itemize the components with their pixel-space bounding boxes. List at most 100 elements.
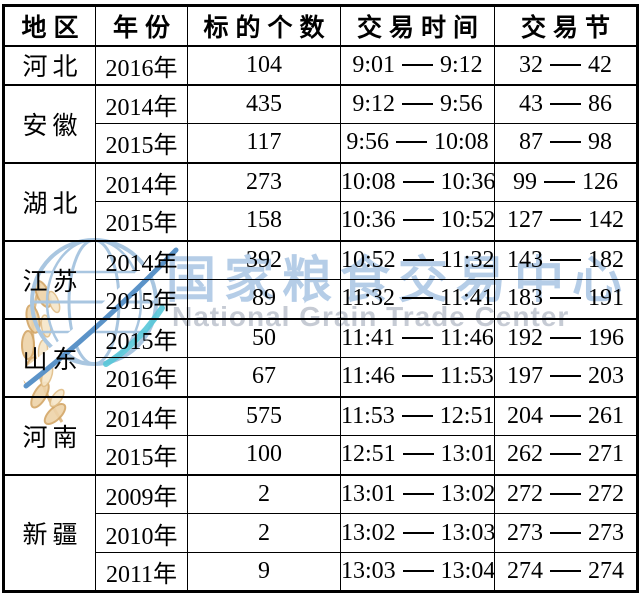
time-range-cell: 10:08 10:36 bbox=[340, 161, 495, 202]
session-range-cell: 272 272 bbox=[494, 473, 638, 514]
range-dash bbox=[402, 297, 433, 300]
region-cell: 湖北 bbox=[3, 161, 96, 241]
year-cell: 2015年 bbox=[95, 317, 188, 358]
range-dash bbox=[550, 453, 581, 456]
count-cell: 2 bbox=[187, 473, 341, 514]
table-row: 2015年 158 10:36 10:52 127 142 bbox=[4, 201, 638, 241]
range-dash bbox=[402, 219, 434, 222]
session-range-cell-from: 272 bbox=[507, 480, 543, 507]
session-range-cell: 204 261 bbox=[494, 395, 638, 436]
session-range-cell-from: 127 bbox=[507, 207, 543, 234]
session-range-cell-from: 274 bbox=[507, 558, 543, 584]
table-body: 河北 2016年 104 9:01 9:12 32 42 安徽 2014年 435 9:12 9:56… bbox=[3, 44, 638, 592]
time-range-cell-from: 9:01 bbox=[352, 51, 395, 78]
session-range-cell-to: 42 bbox=[588, 51, 612, 78]
table-row: 2011年 9 13:03 13:04 274 274 bbox=[4, 552, 638, 592]
table-row: 2015年 100 12:51 13:01 262 271 bbox=[4, 435, 638, 475]
session-range-cell: 183 191 bbox=[494, 279, 638, 319]
session-range-cell: 87 98 bbox=[494, 123, 638, 163]
time-range-cell-to: 13:02 bbox=[440, 480, 495, 507]
count-cell: 9 bbox=[187, 552, 341, 592]
time-range-cell-from: 13:01 bbox=[341, 480, 396, 507]
range-dash bbox=[550, 141, 581, 144]
time-range-cell: 11:32 11:41 bbox=[340, 279, 495, 319]
session-range-cell-from: 32 bbox=[519, 51, 543, 78]
column-header-3: 交易时间 bbox=[340, 5, 495, 47]
time-range-cell-from: 11:41 bbox=[341, 324, 396, 351]
session-range-cell: 262 271 bbox=[494, 435, 638, 475]
session-range-cell-to: 261 bbox=[588, 402, 624, 429]
table-header: 地区 年份 标的个数 交易时间 交易节 bbox=[3, 5, 638, 47]
time-range-cell-from: 10:52 bbox=[341, 246, 396, 273]
table-row: 2010年 2 13:02 13:03 273 273 bbox=[4, 513, 638, 553]
time-range-cell-to: 12:51 bbox=[439, 402, 495, 429]
column-header-2: 标的个数 bbox=[187, 5, 341, 47]
range-dash bbox=[402, 531, 434, 534]
session-range-cell-from: 197 bbox=[507, 363, 543, 390]
range-dash bbox=[550, 531, 581, 534]
time-range-cell-to: 11:46 bbox=[440, 324, 494, 351]
time-range-cell: 9:56 10:08 bbox=[340, 123, 495, 163]
range-dash bbox=[550, 375, 581, 378]
time-range-cell-to: 10:36 bbox=[440, 168, 495, 195]
time-range-cell-to: 10:52 bbox=[440, 207, 495, 234]
count-cell: 273 bbox=[187, 161, 341, 202]
session-range-cell-to: 142 bbox=[588, 207, 624, 234]
time-range-cell: 9:01 9:12 bbox=[340, 44, 495, 85]
session-range-cell-to: 86 bbox=[588, 90, 612, 117]
time-range-cell: 10:36 10:52 bbox=[340, 201, 495, 241]
time-range-cell: 11:46 11:53 bbox=[340, 357, 495, 397]
range-dash bbox=[550, 570, 581, 572]
session-range-cell: 43 86 bbox=[494, 83, 638, 124]
session-range-cell-to: 182 bbox=[588, 246, 624, 273]
session-range-cell: 274 274 bbox=[494, 552, 638, 592]
time-range-cell: 13:02 13:03 bbox=[340, 513, 495, 553]
table-row: 湖北 2014年 273 10:08 10:36 99 126 bbox=[3, 161, 638, 241]
time-range-cell-to: 13:04 bbox=[440, 558, 495, 584]
region-cell: 山东 bbox=[3, 317, 96, 397]
session-range-cell-from: 273 bbox=[507, 519, 543, 546]
region-cell: 河南 bbox=[3, 395, 96, 475]
header-row: 地区 年份 标的个数 交易时间 交易节 bbox=[3, 5, 638, 47]
session-range-cell-from: 183 bbox=[507, 285, 543, 312]
session-range-cell-to: 273 bbox=[588, 519, 624, 546]
session-range-cell-from: 192 bbox=[507, 324, 543, 351]
year-cell: 2010年 bbox=[95, 513, 188, 553]
table-row: 2015年 89 11:32 11:41 183 191 bbox=[4, 279, 638, 319]
session-range-cell-from: 99 bbox=[513, 168, 537, 195]
table-row: 河北 2016年 104 9:01 9:12 32 42 bbox=[3, 44, 638, 85]
session-range-cell-from: 43 bbox=[519, 90, 543, 117]
grain-auction-table: 地区 年份 标的个数 交易时间 交易节 河北 2016年 104 9:01 9:12 32 42 安徽… bbox=[2, 4, 639, 593]
range-dash bbox=[402, 570, 434, 572]
session-range-cell-to: 98 bbox=[588, 129, 612, 156]
count-cell: 104 bbox=[187, 44, 341, 85]
time-range-cell-from: 11:46 bbox=[341, 363, 396, 390]
year-cell: 2014年 bbox=[95, 161, 188, 202]
range-dash bbox=[402, 336, 433, 339]
time-range-cell-from: 10:08 bbox=[341, 168, 396, 195]
session-range-cell: 32 42 bbox=[494, 44, 638, 85]
range-dash bbox=[550, 336, 581, 339]
count-cell: 100 bbox=[187, 435, 341, 475]
count-cell: 117 bbox=[187, 123, 341, 163]
time-range-cell: 9:12 9:56 bbox=[340, 83, 495, 124]
time-range-cell-to: 13:01 bbox=[440, 441, 495, 468]
time-range-cell: 10:52 11:32 bbox=[340, 239, 495, 280]
session-range-cell-to: 274 bbox=[588, 558, 624, 584]
year-cell: 2014年 bbox=[95, 395, 188, 436]
count-cell: 2 bbox=[187, 513, 341, 553]
range-dash bbox=[402, 453, 434, 456]
range-dash bbox=[550, 492, 581, 495]
session-range-cell-from: 204 bbox=[507, 402, 543, 429]
year-cell: 2014年 bbox=[95, 83, 188, 124]
count-cell: 158 bbox=[187, 201, 341, 241]
session-range-cell-to: 191 bbox=[588, 285, 624, 312]
time-range-cell: 11:41 11:46 bbox=[340, 317, 495, 358]
time-range-cell-from: 13:02 bbox=[341, 519, 396, 546]
session-range-cell: 197 203 bbox=[494, 357, 638, 397]
region-cell: 河北 bbox=[3, 44, 96, 85]
table-row: 新疆 2009年 2 13:01 13:02 272 272 bbox=[3, 473, 638, 592]
time-range-cell-from: 11:32 bbox=[341, 285, 396, 312]
column-header-0: 地区 bbox=[3, 5, 96, 47]
